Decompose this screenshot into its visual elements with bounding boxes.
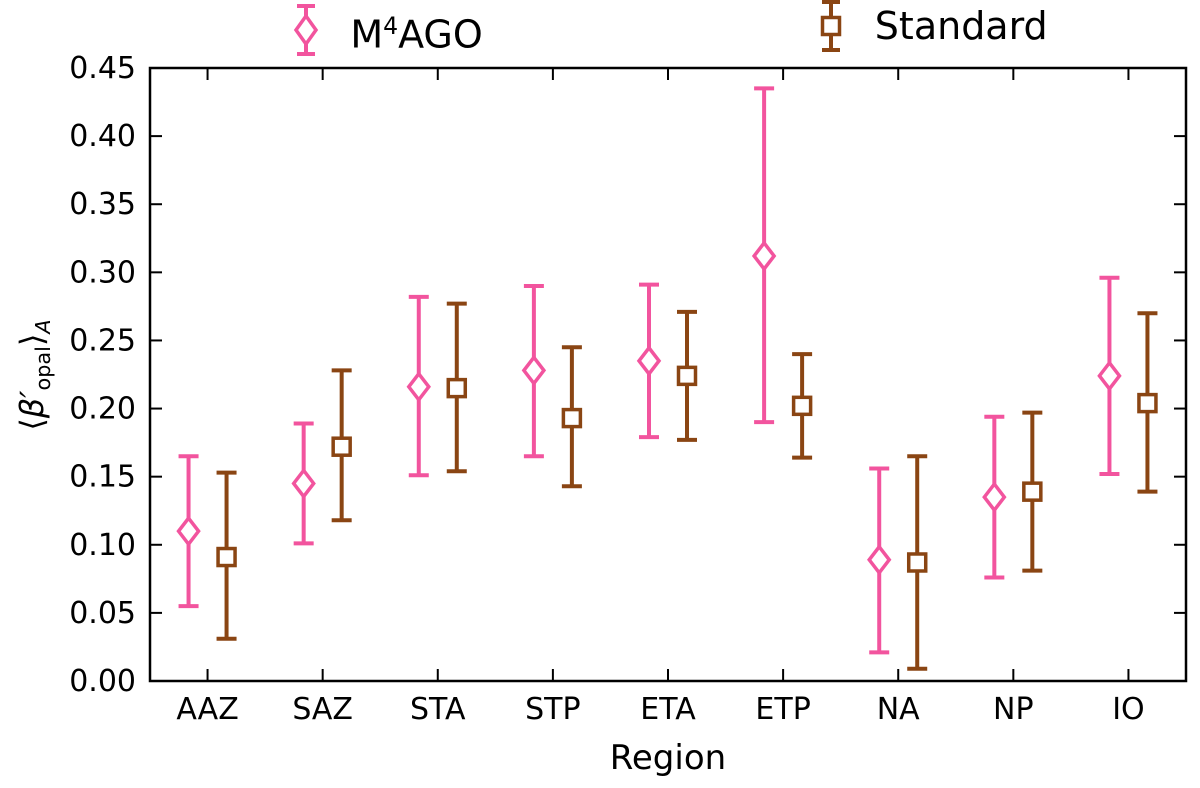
diamond-marker [867, 543, 892, 576]
diamond-marker [982, 481, 1007, 513]
y-tick-label: 0.15 [69, 460, 136, 495]
y-axis-label: ⟨β′opal⟩A [12, 319, 56, 431]
square-marker [561, 407, 583, 429]
standard-legend-marker [820, 0, 842, 52]
square-marker [1137, 392, 1158, 414]
square-marker [1022, 481, 1043, 502]
y-tick-label: 0.35 [69, 187, 136, 222]
y-tick-label: 0.25 [69, 323, 136, 358]
legend-item-m4ago: M4AGO [288, 0, 483, 61]
diamond-marker [521, 354, 547, 387]
x-tick-label: NA [877, 692, 920, 727]
diamond-marker [406, 370, 431, 403]
x-tick-label: STP [525, 692, 580, 727]
legend: M4AGO Standard [150, 0, 1186, 58]
m4ago-legend-marker [294, 4, 319, 57]
y-tick-label: 0.00 [69, 664, 136, 699]
x-tick-label: AAZ [176, 692, 238, 727]
axes-frame [148, 66, 1188, 683]
y-tick-label: 0.45 [69, 51, 136, 86]
x-tick-label: NP [993, 692, 1034, 727]
diamond-marker [636, 345, 662, 377]
square-marker [216, 546, 237, 568]
legend-item-standard: Standard [813, 0, 1048, 52]
diamond-marker [291, 467, 316, 500]
series-m4ago [176, 86, 1122, 655]
square-marker [331, 436, 352, 457]
series-standard [216, 301, 1158, 671]
diamond-marker [1097, 359, 1122, 392]
diamond-marker [176, 515, 201, 548]
square-marker [676, 365, 698, 387]
square-marker [906, 552, 928, 573]
square-marker [446, 377, 468, 399]
legend-label-standard: Standard [874, 4, 1048, 48]
x-axis-label: Region [609, 738, 727, 778]
x-tick-label: IO [1112, 692, 1144, 727]
y-tick-label: 0.40 [69, 119, 136, 154]
y-tick-label: 0.10 [69, 528, 136, 563]
x-tick-label: SAZ [292, 692, 353, 727]
x-tick-label: ETA [640, 692, 696, 727]
legend-label-m4ago: M4AGO [350, 12, 483, 57]
diamond-marker [751, 240, 777, 272]
y-tick-label: 0.30 [69, 255, 136, 290]
x-tick-label: STA [410, 692, 466, 727]
x-tick-label: ETP [755, 692, 810, 727]
y-tick-label: 0.20 [69, 392, 136, 427]
y-tick-label: 0.05 [69, 596, 136, 631]
square-marker [791, 395, 813, 417]
